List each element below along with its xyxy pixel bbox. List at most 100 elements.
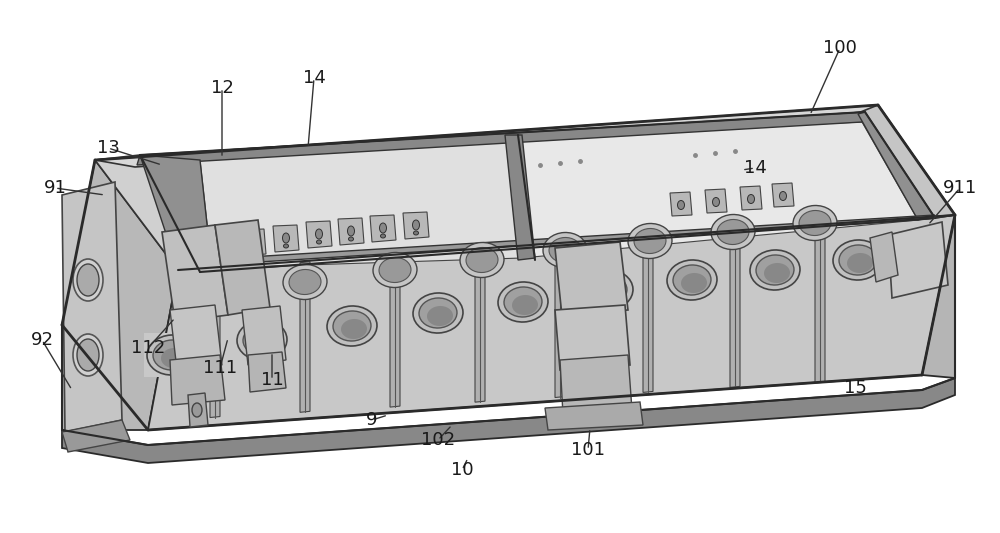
- Text: 91: 91: [44, 179, 66, 197]
- Ellipse shape: [153, 340, 191, 370]
- Polygon shape: [505, 135, 535, 260]
- Polygon shape: [410, 291, 466, 335]
- Ellipse shape: [756, 255, 794, 285]
- Ellipse shape: [799, 211, 831, 236]
- Ellipse shape: [73, 334, 103, 376]
- Ellipse shape: [373, 253, 417, 287]
- Ellipse shape: [833, 240, 883, 280]
- Ellipse shape: [839, 245, 877, 275]
- Ellipse shape: [379, 257, 411, 282]
- Polygon shape: [95, 105, 878, 167]
- Text: 15: 15: [844, 379, 866, 397]
- Polygon shape: [545, 402, 643, 430]
- Ellipse shape: [250, 248, 256, 252]
- Polygon shape: [772, 183, 794, 207]
- Polygon shape: [858, 112, 935, 220]
- Polygon shape: [555, 242, 628, 316]
- Polygon shape: [306, 221, 332, 248]
- Ellipse shape: [847, 253, 873, 273]
- Polygon shape: [705, 189, 727, 213]
- Ellipse shape: [77, 264, 99, 296]
- Ellipse shape: [243, 325, 281, 355]
- Ellipse shape: [283, 264, 327, 300]
- Polygon shape: [560, 355, 632, 415]
- Polygon shape: [248, 352, 286, 392]
- Polygon shape: [170, 305, 222, 370]
- Ellipse shape: [793, 206, 837, 240]
- Ellipse shape: [77, 339, 99, 371]
- Polygon shape: [403, 212, 429, 239]
- Polygon shape: [643, 241, 653, 392]
- Ellipse shape: [549, 238, 581, 263]
- Polygon shape: [206, 233, 232, 260]
- Ellipse shape: [184, 256, 188, 260]
- Ellipse shape: [460, 243, 504, 278]
- Ellipse shape: [193, 278, 237, 312]
- Ellipse shape: [349, 237, 354, 241]
- Polygon shape: [670, 192, 692, 216]
- Polygon shape: [888, 222, 948, 298]
- Ellipse shape: [251, 333, 277, 353]
- Text: 112: 112: [131, 339, 165, 357]
- Text: 92: 92: [30, 331, 54, 349]
- Ellipse shape: [711, 214, 755, 249]
- Ellipse shape: [673, 265, 711, 295]
- Ellipse shape: [717, 220, 749, 245]
- Polygon shape: [140, 112, 935, 272]
- Ellipse shape: [419, 298, 457, 328]
- Ellipse shape: [348, 226, 354, 236]
- Ellipse shape: [182, 245, 190, 255]
- Polygon shape: [664, 258, 720, 302]
- Ellipse shape: [748, 195, 755, 204]
- Ellipse shape: [284, 244, 288, 248]
- Polygon shape: [273, 225, 299, 252]
- Ellipse shape: [199, 282, 231, 308]
- Text: 14: 14: [744, 159, 766, 177]
- Ellipse shape: [678, 200, 684, 209]
- Ellipse shape: [681, 273, 707, 293]
- Polygon shape: [240, 229, 266, 256]
- Ellipse shape: [634, 229, 666, 254]
- Polygon shape: [140, 155, 212, 270]
- Polygon shape: [200, 215, 935, 265]
- Polygon shape: [495, 280, 551, 324]
- Ellipse shape: [667, 260, 717, 300]
- Polygon shape: [242, 306, 286, 365]
- Ellipse shape: [764, 263, 790, 283]
- Polygon shape: [338, 218, 364, 245]
- Text: 13: 13: [97, 139, 119, 157]
- Ellipse shape: [583, 270, 633, 310]
- Ellipse shape: [466, 247, 498, 272]
- Polygon shape: [845, 105, 955, 378]
- Polygon shape: [324, 304, 380, 348]
- Polygon shape: [555, 305, 630, 370]
- Polygon shape: [858, 105, 955, 218]
- Ellipse shape: [543, 232, 587, 268]
- Text: 10: 10: [451, 461, 473, 479]
- Polygon shape: [162, 225, 228, 322]
- Polygon shape: [62, 378, 955, 463]
- Text: 100: 100: [823, 39, 857, 57]
- Ellipse shape: [380, 223, 386, 233]
- Ellipse shape: [316, 229, 322, 239]
- Ellipse shape: [750, 250, 800, 290]
- Polygon shape: [234, 318, 290, 362]
- Ellipse shape: [327, 306, 377, 346]
- Polygon shape: [390, 256, 400, 407]
- Ellipse shape: [73, 259, 103, 301]
- Polygon shape: [475, 251, 485, 402]
- Ellipse shape: [413, 220, 420, 230]
- Text: 911: 911: [943, 179, 977, 197]
- Ellipse shape: [512, 295, 538, 315]
- Polygon shape: [870, 232, 898, 282]
- Polygon shape: [144, 333, 200, 377]
- Text: 102: 102: [421, 431, 455, 449]
- Polygon shape: [62, 420, 130, 452]
- Polygon shape: [137, 112, 865, 165]
- Polygon shape: [62, 160, 178, 430]
- Polygon shape: [170, 355, 225, 405]
- Polygon shape: [510, 122, 918, 258]
- Polygon shape: [62, 182, 122, 432]
- Polygon shape: [730, 236, 740, 387]
- Polygon shape: [200, 137, 522, 268]
